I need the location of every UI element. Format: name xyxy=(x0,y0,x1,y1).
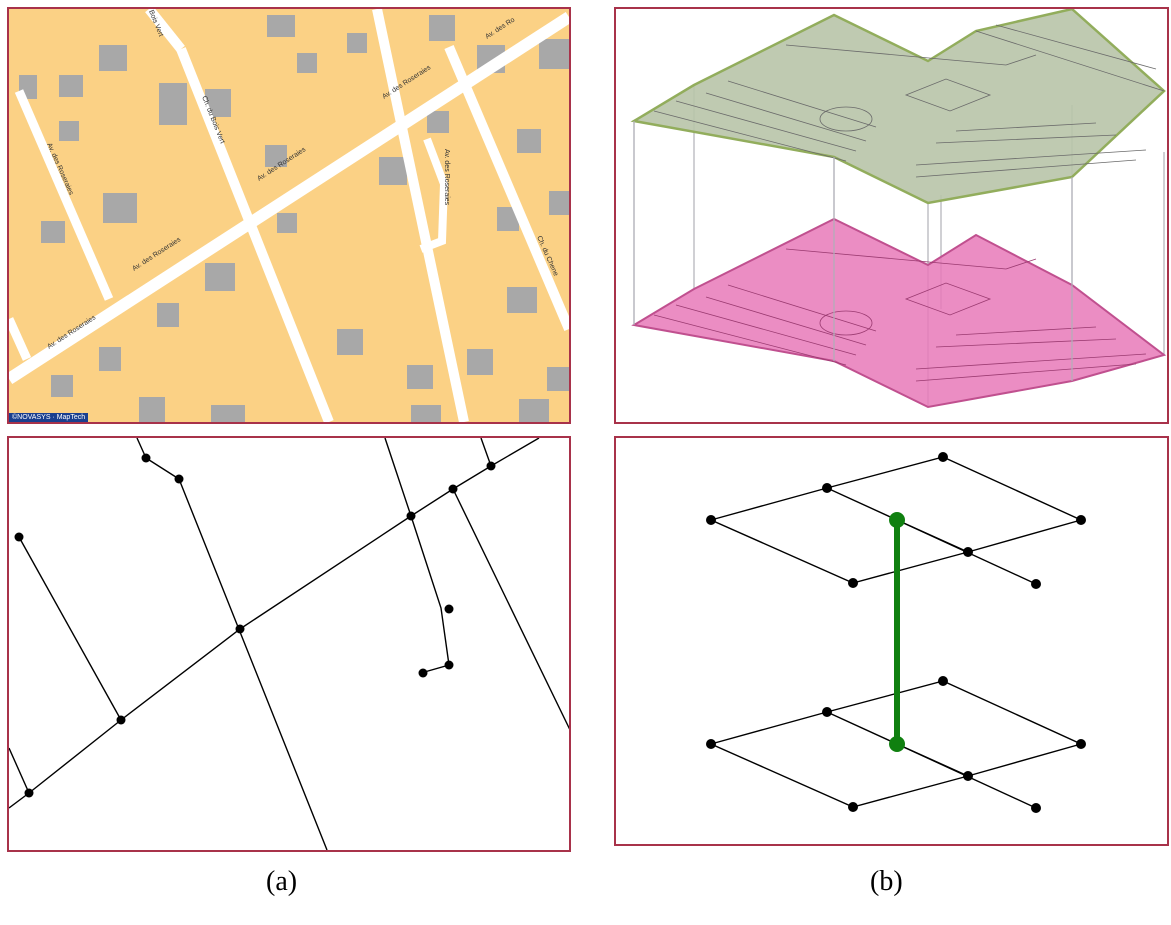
graph-node xyxy=(938,452,948,462)
upper-floor xyxy=(630,9,1166,205)
graph-node xyxy=(848,802,858,812)
street-network-graph xyxy=(9,438,569,850)
building-3d-view xyxy=(630,9,1167,409)
graph-node xyxy=(1076,515,1086,525)
network-node xyxy=(418,668,428,678)
network-nodes xyxy=(14,453,496,798)
graph-node xyxy=(1031,803,1041,813)
lower-connection-node xyxy=(889,736,905,752)
graph-node xyxy=(938,676,948,686)
graph-node xyxy=(963,771,973,781)
graph-nodes xyxy=(706,452,1086,813)
graph-node xyxy=(963,547,973,557)
caption-a: (a) xyxy=(266,866,298,897)
graph-node xyxy=(848,578,858,588)
network-edges xyxy=(9,438,569,850)
street-network-panel xyxy=(7,436,571,852)
network-node xyxy=(406,511,416,521)
network-node xyxy=(448,484,458,494)
network-node xyxy=(174,474,184,484)
street-map-panel: Av. des Roseraies Av. des Roseraies Av. … xyxy=(7,7,571,424)
graph-node xyxy=(1076,739,1086,749)
graph-node xyxy=(706,739,716,749)
network-node xyxy=(444,604,454,614)
street-label: Av. des Roseraies xyxy=(443,149,450,206)
network-node xyxy=(116,715,126,725)
street-map: Av. des Roseraies Av. des Roseraies Av. … xyxy=(9,9,569,422)
network-node xyxy=(235,624,245,634)
front-vertical-edges xyxy=(633,121,1073,381)
graph-node xyxy=(822,483,832,493)
network-node xyxy=(141,453,151,463)
graph-node xyxy=(822,707,832,717)
street-label: Av. des Ro xyxy=(484,16,516,40)
connection-nodes xyxy=(889,512,905,752)
graph-node xyxy=(706,515,716,525)
upper-connection-node xyxy=(889,512,905,528)
network-node xyxy=(14,532,24,542)
graph-node xyxy=(1031,579,1041,589)
floor-graph-panel xyxy=(614,436,1169,846)
multi-floor-graph xyxy=(706,452,1086,813)
network-node xyxy=(486,461,496,471)
map-credit: ©NOVASYS · MapTech xyxy=(9,413,89,422)
roads xyxy=(9,9,569,422)
caption-b: (b) xyxy=(870,866,903,897)
building-floors-panel xyxy=(614,7,1169,424)
lower-floor xyxy=(631,217,1167,409)
network-node xyxy=(444,660,454,670)
network-node xyxy=(24,788,34,798)
